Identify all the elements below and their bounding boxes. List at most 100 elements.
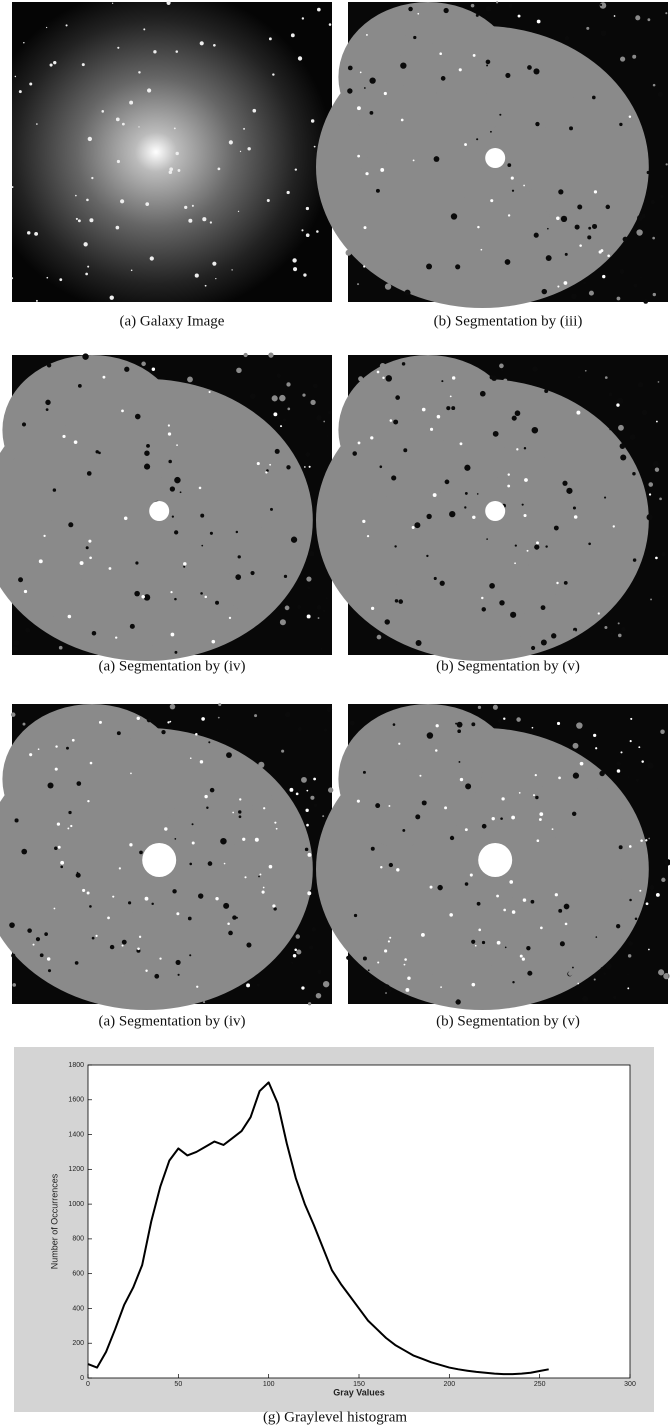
dark-speck bbox=[478, 772, 484, 778]
bright-speck bbox=[183, 562, 186, 565]
bright-speck bbox=[630, 718, 632, 720]
bright-speck bbox=[357, 155, 360, 158]
dark-speck bbox=[389, 989, 392, 992]
dark-speck bbox=[576, 722, 582, 728]
dark-speck bbox=[385, 992, 387, 994]
bright-speck bbox=[501, 797, 504, 800]
dark-speck bbox=[464, 99, 467, 102]
bright-speck bbox=[263, 887, 265, 889]
dark-speck bbox=[296, 949, 301, 954]
plot-area bbox=[88, 1065, 630, 1378]
dark-speck bbox=[554, 526, 559, 531]
bright-speck bbox=[362, 520, 365, 523]
star bbox=[293, 267, 297, 271]
dark-speck bbox=[446, 406, 450, 410]
dark-speck bbox=[67, 541, 71, 545]
dark-speck bbox=[640, 276, 642, 278]
bright-speck bbox=[557, 722, 560, 725]
dark-speck bbox=[621, 627, 626, 632]
core-segment bbox=[149, 501, 169, 521]
bright-speck bbox=[595, 747, 597, 749]
star bbox=[36, 123, 38, 125]
bright-speck bbox=[511, 816, 515, 820]
dark-speck bbox=[416, 640, 422, 646]
dark-speck bbox=[396, 582, 402, 588]
star bbox=[46, 277, 48, 279]
dark-speck bbox=[619, 123, 622, 126]
dark-speck bbox=[121, 881, 123, 883]
dark-speck bbox=[408, 7, 412, 11]
dark-speck bbox=[402, 362, 405, 365]
bright-speck bbox=[170, 591, 172, 593]
dark-speck bbox=[544, 389, 548, 393]
dark-speck bbox=[497, 169, 499, 171]
dark-speck bbox=[177, 794, 181, 798]
dark-speck bbox=[426, 514, 431, 519]
dark-speck bbox=[186, 789, 189, 792]
dark-speck bbox=[308, 1002, 311, 1005]
dark-speck bbox=[647, 762, 653, 768]
bright-speck bbox=[112, 896, 114, 898]
dark-speck bbox=[453, 204, 459, 210]
dark-speck bbox=[516, 717, 521, 722]
bright-speck bbox=[306, 824, 309, 827]
dark-speck bbox=[531, 900, 535, 904]
dark-speck bbox=[205, 959, 210, 964]
bright-speck bbox=[169, 721, 171, 723]
bright-speck bbox=[620, 751, 622, 753]
dark-speck bbox=[124, 367, 129, 372]
dark-speck bbox=[582, 996, 588, 1002]
dark-speck bbox=[485, 414, 490, 419]
bright-speck bbox=[511, 177, 514, 180]
bright-speck bbox=[289, 788, 293, 792]
dark-speck bbox=[324, 728, 327, 731]
dark-speck bbox=[76, 781, 81, 786]
star bbox=[229, 140, 233, 144]
bright-speck bbox=[119, 867, 121, 869]
dark-speck bbox=[558, 909, 562, 913]
star bbox=[117, 160, 120, 163]
dark-speck bbox=[545, 545, 547, 547]
dark-speck bbox=[175, 651, 178, 654]
bright-speck bbox=[440, 986, 442, 988]
core-segment bbox=[142, 843, 176, 877]
star bbox=[82, 63, 85, 66]
dark-speck bbox=[172, 516, 174, 518]
bright-speck bbox=[80, 561, 84, 565]
dark-speck bbox=[117, 731, 121, 735]
dark-speck bbox=[542, 781, 548, 787]
dark-speck bbox=[244, 851, 248, 855]
star bbox=[129, 101, 133, 105]
bright-speck bbox=[430, 886, 433, 889]
bright-speck bbox=[509, 880, 513, 884]
dark-speck bbox=[439, 533, 444, 538]
dark-speck bbox=[403, 878, 408, 883]
dark-speck bbox=[515, 934, 521, 940]
dark-speck bbox=[243, 415, 246, 418]
bright-speck bbox=[512, 910, 516, 914]
dark-speck bbox=[531, 646, 535, 650]
dark-speck bbox=[647, 18, 650, 21]
star bbox=[178, 169, 181, 172]
bright-speck bbox=[365, 172, 368, 175]
dark-speck bbox=[458, 761, 460, 763]
bright-speck bbox=[130, 773, 132, 775]
dark-speck bbox=[391, 475, 396, 480]
star bbox=[175, 152, 178, 155]
bright-speck bbox=[648, 949, 650, 951]
star bbox=[213, 44, 216, 47]
bright-speck bbox=[358, 442, 361, 445]
bright-speck bbox=[472, 983, 476, 987]
dark-speck bbox=[244, 353, 248, 357]
dark-speck bbox=[206, 807, 208, 809]
bright-speck bbox=[212, 640, 216, 644]
star bbox=[174, 128, 176, 130]
dark-speck bbox=[573, 630, 576, 633]
dark-speck bbox=[507, 566, 509, 568]
dark-speck bbox=[92, 631, 97, 636]
dark-speck bbox=[218, 703, 221, 706]
dark-speck bbox=[455, 264, 460, 269]
bright-speck bbox=[272, 904, 275, 907]
dark-speck bbox=[486, 64, 488, 66]
star bbox=[298, 56, 302, 60]
